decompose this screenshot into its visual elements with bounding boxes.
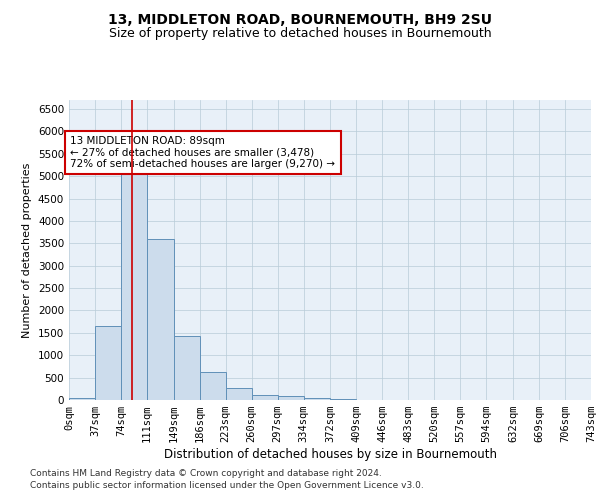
Bar — [121, 173, 147, 400]
Text: 13 MIDDLETON ROAD: 89sqm
← 27% of detached houses are smaller (3,478)
72% of sem: 13 MIDDLETON ROAD: 89sqm ← 27% of detach… — [70, 136, 335, 169]
Bar — [304, 398, 331, 400]
Text: Contains public sector information licensed under the Open Government Licence v3: Contains public sector information licen… — [30, 481, 424, 490]
Text: Size of property relative to detached houses in Bournemouth: Size of property relative to detached ho… — [109, 28, 491, 40]
Text: 13, MIDDLETON ROAD, BOURNEMOUTH, BH9 2SU: 13, MIDDLETON ROAD, BOURNEMOUTH, BH9 2SU — [108, 12, 492, 26]
Y-axis label: Number of detached properties: Number of detached properties — [22, 162, 32, 338]
Bar — [251, 394, 278, 400]
Bar — [173, 336, 200, 400]
Bar — [331, 398, 356, 400]
Bar — [226, 388, 251, 400]
X-axis label: Distribution of detached houses by size in Bournemouth: Distribution of detached houses by size … — [163, 448, 497, 461]
Bar — [147, 239, 173, 400]
Text: Contains HM Land Registry data © Crown copyright and database right 2024.: Contains HM Land Registry data © Crown c… — [30, 468, 382, 477]
Bar — [200, 372, 226, 400]
Bar — [278, 396, 304, 400]
Bar — [95, 326, 121, 400]
Bar — [69, 398, 95, 400]
